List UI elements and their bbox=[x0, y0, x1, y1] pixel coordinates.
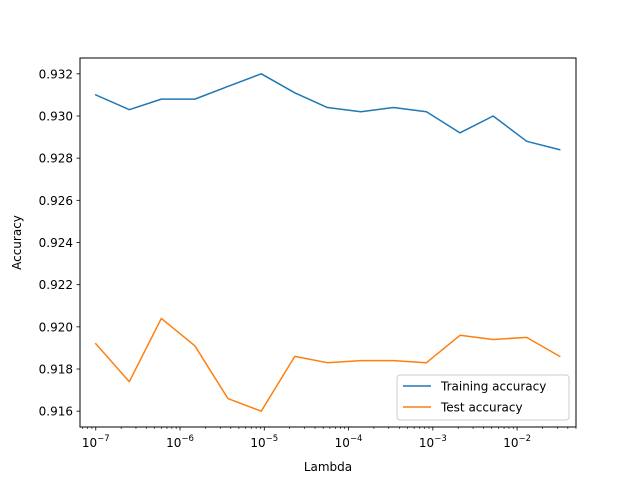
x-tick-label: 10−7 bbox=[82, 434, 110, 450]
y-tick-label: 0.918 bbox=[39, 363, 73, 377]
y-tick-label: 0.920 bbox=[39, 320, 73, 334]
series-line-training bbox=[94, 73, 561, 151]
series-layer bbox=[94, 73, 561, 412]
plot-background bbox=[80, 58, 576, 427]
y-axis-ticks: 0.916 0.918 0.920 0.922 0.924 0.926 0.928 0.930… bbox=[39, 67, 80, 419]
x-tick-label: 10−6 bbox=[166, 434, 194, 450]
legend: Training accuracy Test accuracy bbox=[396, 374, 570, 421]
x-tick-label: 10−2 bbox=[503, 434, 531, 450]
x-axis-title: Lambda bbox=[304, 460, 352, 474]
legend-label-test: Test accuracy bbox=[440, 401, 523, 415]
y-tick-label: 0.930 bbox=[39, 109, 73, 123]
y-axis-title: Accuracy bbox=[10, 215, 24, 270]
y-tick-label: 0.924 bbox=[39, 236, 73, 250]
x-tick-label: 10−5 bbox=[250, 434, 278, 450]
series-line-test bbox=[94, 317, 561, 412]
y-tick-label: 0.928 bbox=[39, 152, 73, 166]
y-tick-label: 0.926 bbox=[39, 194, 73, 208]
x-axis-ticks: 10−7 10−6 10−5 10−4 10−3 10−2 bbox=[82, 427, 577, 450]
plot-frame bbox=[79, 57, 577, 428]
y-tick-label: 0.932 bbox=[39, 67, 73, 81]
x-tick-label: 10−3 bbox=[419, 434, 447, 450]
x-tick-label: 10−4 bbox=[335, 434, 363, 450]
legend-label-training: Training accuracy bbox=[440, 380, 546, 394]
y-tick-label: 0.916 bbox=[39, 405, 73, 419]
y-tick-label: 0.922 bbox=[39, 278, 73, 292]
legend-box bbox=[396, 374, 570, 421]
